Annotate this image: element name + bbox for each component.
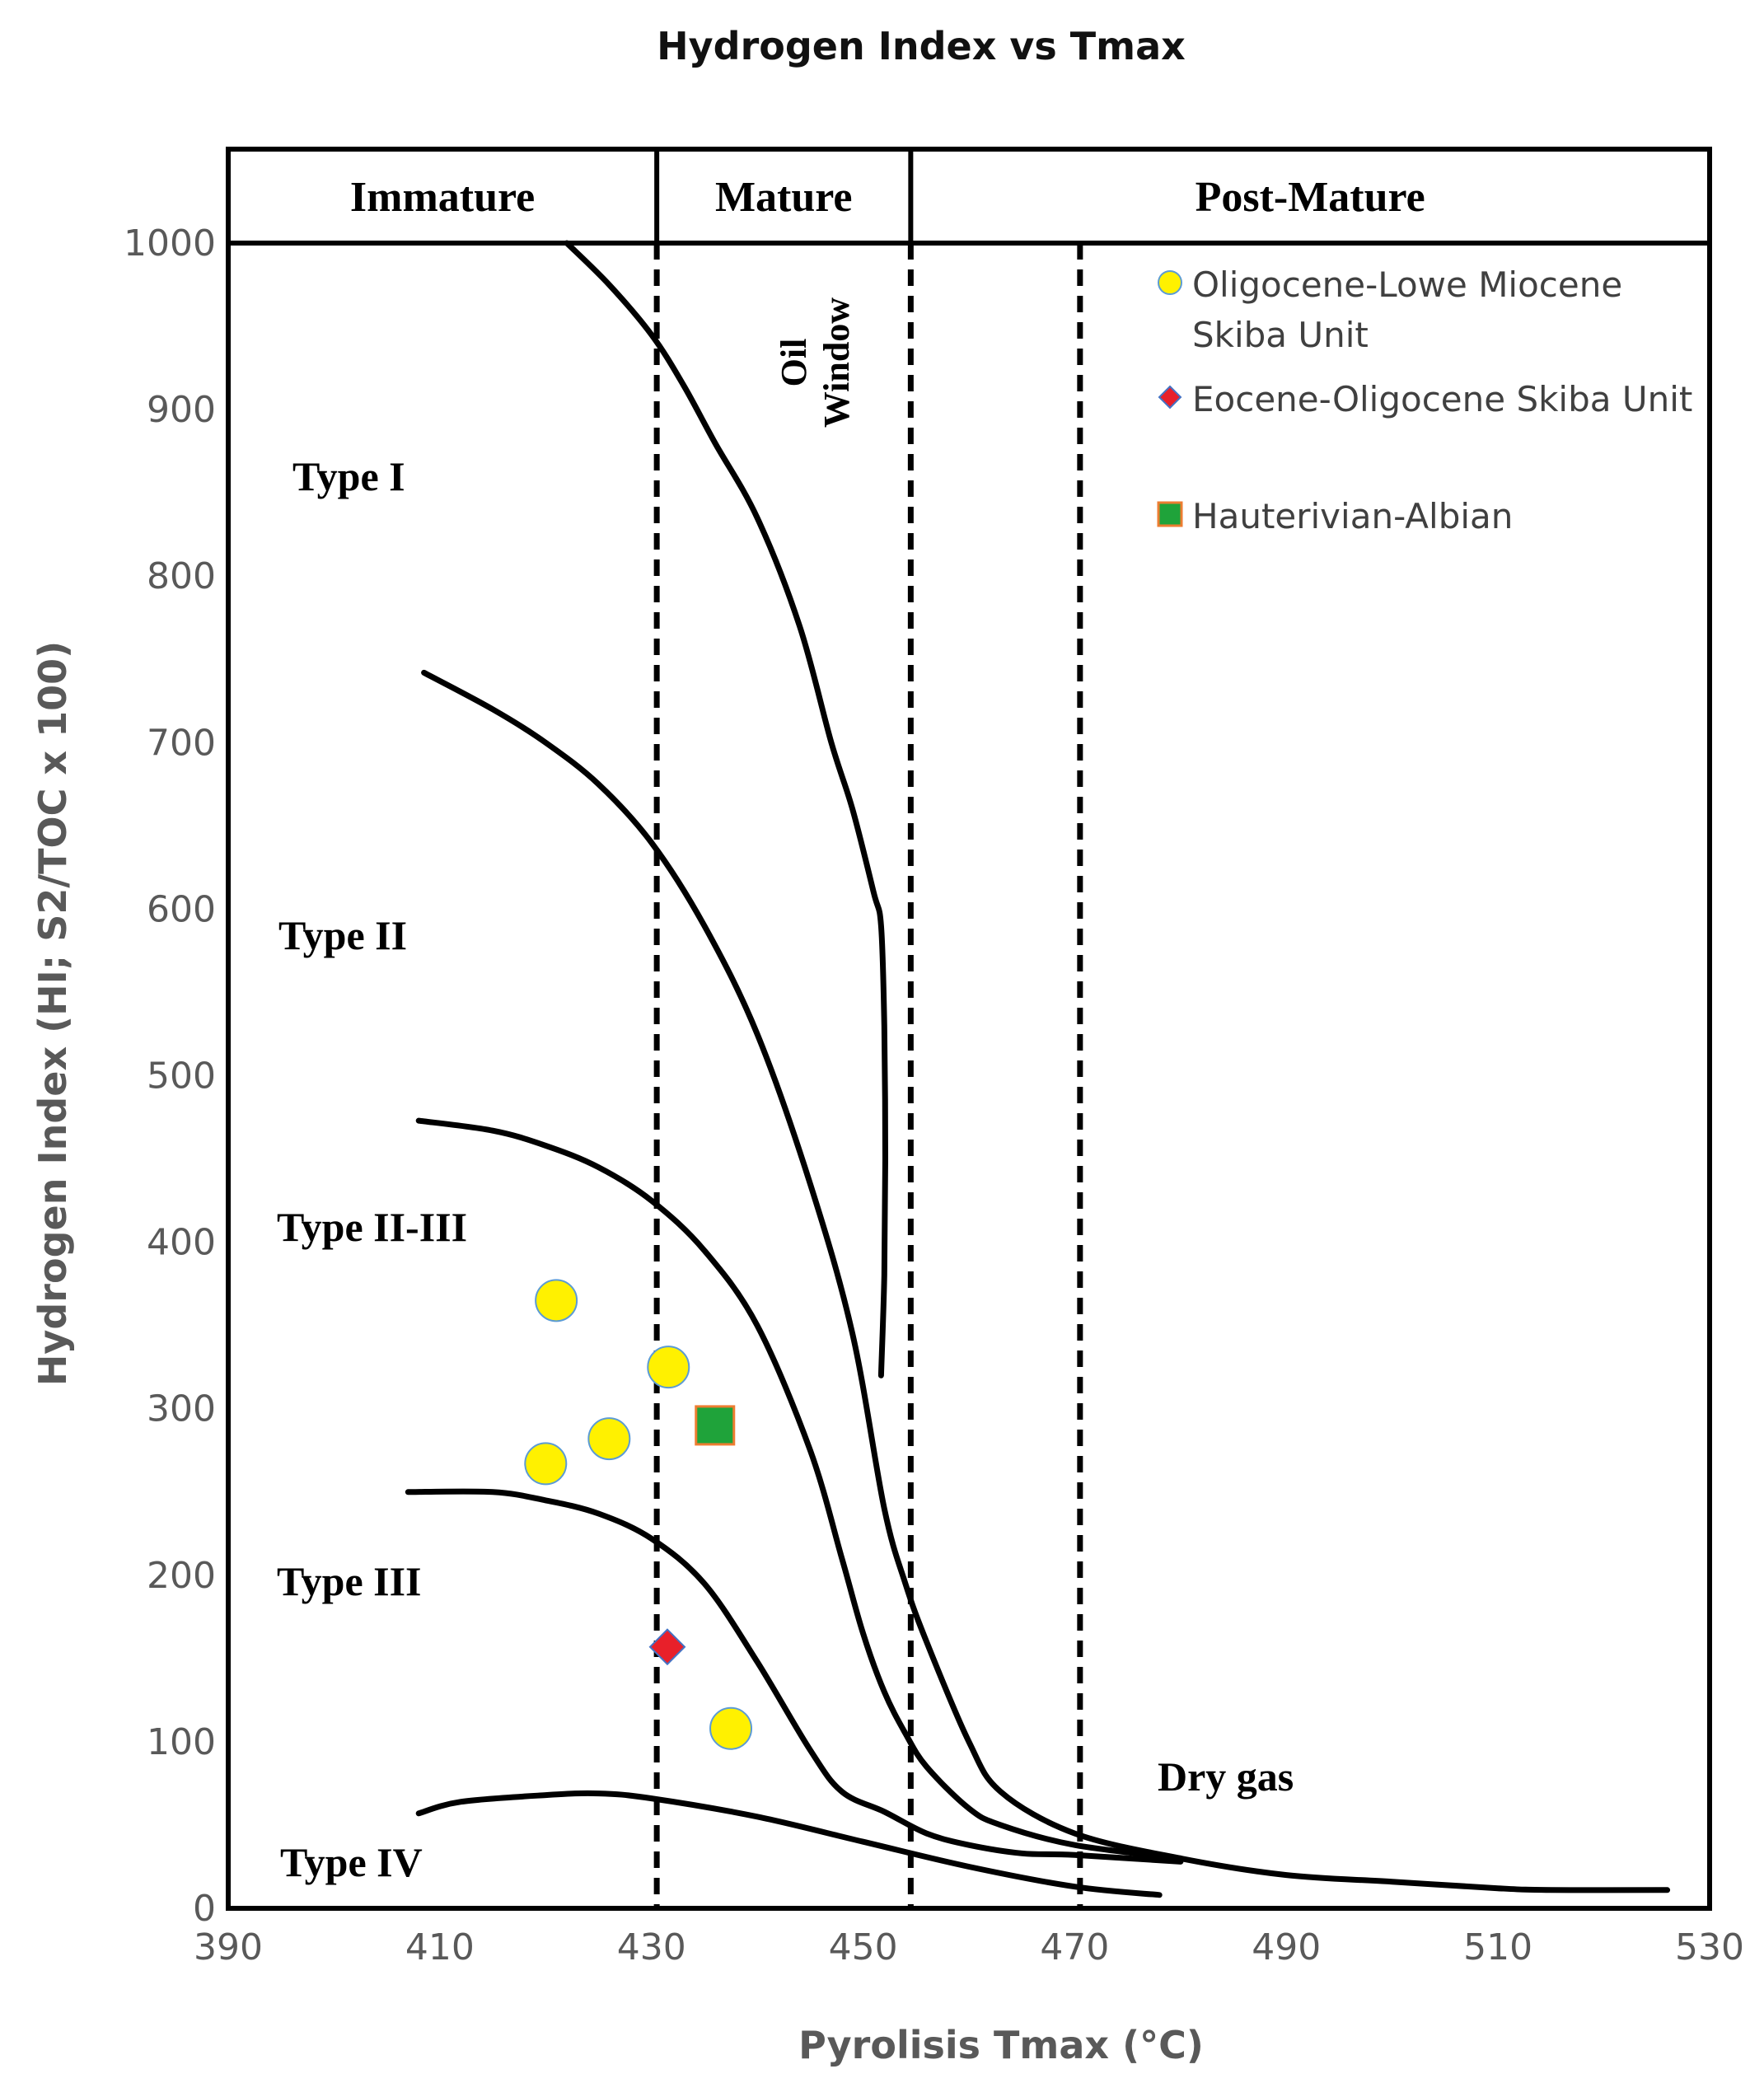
kerogen-curve-type-i [564, 240, 888, 1378]
legend-label-eocene-oligocene-skiba-unit: Eocene-Oligocene Skiba Unit [1192, 379, 1692, 419]
data-point-hauterivian-albian [695, 1405, 736, 1446]
legend-marker-hauterivian-albian [1157, 501, 1183, 527]
oil-window-label-line2: Window [816, 297, 857, 428]
maturity-label-post-mature: Post-Mature [1195, 174, 1425, 221]
zone-label-type-iii: Type III [277, 1558, 422, 1604]
kerogen-curve-type-iii [405, 1488, 1184, 1865]
maturity-label-immature: Immature [350, 174, 535, 221]
kerogen-curve-type-iv [415, 1790, 1163, 1898]
data-point-oligocene-lowe-miocene [647, 1346, 690, 1389]
x-tick-label: 470 [1040, 1926, 1109, 1968]
y-tick-label: 400 [147, 1222, 216, 1264]
x-tick-label: 430 [617, 1926, 686, 1968]
legend-label-hauterivian-albian: Hauterivian-Albian [1192, 496, 1513, 536]
y-axis-label: Hydrogen Index (HI; S2/TOC x 100) [30, 641, 75, 1386]
x-tick-label: 450 [829, 1926, 898, 1968]
plot-frame [226, 147, 1712, 1911]
legend-marker-oligocene-lowe-miocene [1158, 270, 1182, 295]
zone-label-type-ii-iii: Type II-III [277, 1204, 467, 1250]
chart-title: Hydrogen Index vs Tmax [657, 24, 1186, 68]
y-tick-label: 300 [147, 1388, 216, 1430]
data-point-eocene-oligocene-skiba-unit [648, 1628, 686, 1666]
data-point-oligocene-lowe-miocene [524, 1442, 568, 1486]
y-tick-label: 600 [147, 888, 216, 930]
legend-label-oligocene-lowe-miocene: Oligocene-Lowe Miocene [1192, 264, 1622, 305]
data-point-oligocene-lowe-miocene [709, 1706, 753, 1750]
x-tick-label: 410 [405, 1926, 475, 1968]
x-tick-label: 530 [1675, 1926, 1744, 1968]
dry-gas-label: Dry gas [1158, 1753, 1294, 1800]
x-tick-label: 490 [1252, 1926, 1321, 1968]
x-tick-label: 510 [1463, 1926, 1532, 1968]
y-tick-label: 200 [147, 1555, 216, 1597]
data-point-oligocene-lowe-miocene [535, 1279, 578, 1322]
data-point-oligocene-lowe-miocene [587, 1417, 631, 1461]
x-tick-label: 390 [194, 1926, 263, 1968]
zone-label-type-ii: Type II [278, 912, 407, 958]
y-tick-label: 0 [193, 1888, 216, 1930]
zone-label-type-iv: Type IV [280, 1839, 423, 1885]
kerogen-curve-type-ii-iii [415, 1117, 1184, 1861]
legend-label-line2-oligocene-lowe-miocene: Skiba Unit [1192, 315, 1369, 355]
legend-marker-eocene-oligocene-skiba-unit [1158, 385, 1182, 410]
y-tick-label: 800 [147, 555, 216, 597]
y-tick-label: 100 [147, 1721, 216, 1763]
oil-window-label-line1: Oil [774, 339, 814, 387]
kerogen-curve-type-ii [421, 669, 1671, 1893]
y-tick-label: 500 [147, 1056, 216, 1098]
maturity-label-mature: Mature [715, 174, 853, 221]
y-tick-label: 1000 [124, 222, 216, 264]
x-axis-label: Pyrolisis Tmax (°C) [798, 2023, 1204, 2067]
y-tick-label: 900 [147, 389, 216, 431]
y-tick-label: 700 [147, 722, 216, 764]
zone-label-type-i: Type I [292, 453, 405, 499]
